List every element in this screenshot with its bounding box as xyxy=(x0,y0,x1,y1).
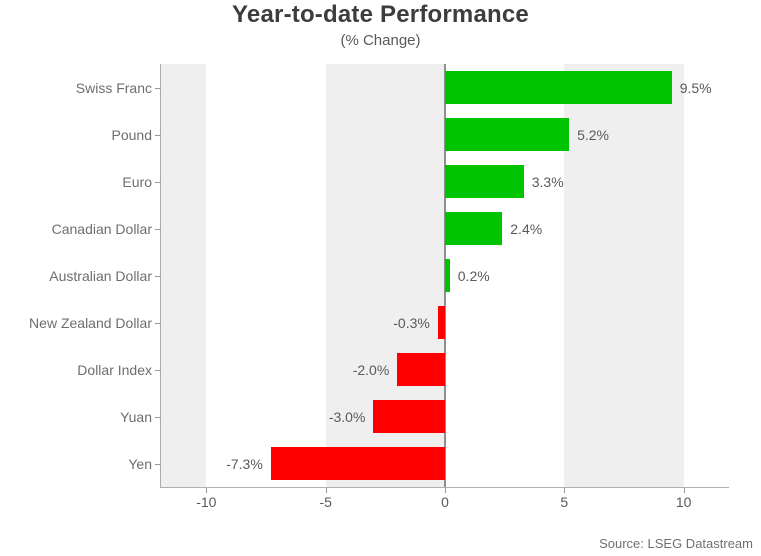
category-label: Pound xyxy=(111,126,152,143)
x-axis-tick xyxy=(325,488,327,493)
background-stripe xyxy=(564,64,684,487)
bar-new-zealand-dollar xyxy=(437,306,445,339)
y-axis-tick xyxy=(155,134,161,136)
y-axis-tick xyxy=(155,181,161,183)
x-axis-tick-label: 5 xyxy=(560,494,569,510)
value-label: -7.3% xyxy=(226,455,263,472)
value-label: 9.5% xyxy=(679,79,712,96)
x-axis-tick xyxy=(206,488,208,493)
bar-dollar-index xyxy=(397,353,445,386)
plot-area: 9.5% 5.2% 3.3% 2.4% 0.2% -0.3% -2.0% -3.0% -7.3% xyxy=(160,64,729,488)
category-label: Australian Dollar xyxy=(49,267,152,284)
chart-subtitle: (% Change) xyxy=(340,32,421,49)
bar-pound xyxy=(445,118,570,151)
value-label: 0.2% xyxy=(457,267,490,284)
y-axis-tick xyxy=(155,322,161,324)
y-axis-tick xyxy=(155,463,161,465)
x-axis-tick-label: 10 xyxy=(675,494,692,510)
category-label: Euro xyxy=(122,173,152,190)
x-axis-tick-label: 0 xyxy=(441,494,449,510)
category-label: Yen xyxy=(128,455,152,472)
y-axis-tick xyxy=(155,416,161,418)
y-axis-tick xyxy=(155,87,161,89)
bar-swiss-franc xyxy=(445,71,672,104)
value-label: 2.4% xyxy=(510,220,543,237)
bar-yuan xyxy=(373,400,445,433)
value-label: 5.2% xyxy=(577,126,610,143)
y-axis-tick xyxy=(155,275,161,277)
y-axis-tick xyxy=(155,228,161,230)
value-label: -2.0% xyxy=(352,361,390,378)
value-label: -3.0% xyxy=(328,408,366,425)
x-axis-tick xyxy=(683,488,685,493)
category-label: Dollar Index xyxy=(77,361,152,378)
x-axis-tick xyxy=(445,488,446,493)
x-axis-tick xyxy=(564,488,566,493)
value-label: -0.3% xyxy=(393,314,430,331)
category-label: Swiss Franc xyxy=(75,79,152,96)
y-axis-tick xyxy=(155,369,161,371)
x-axis-tick-label: -10 xyxy=(196,494,217,510)
category-label: New Zealand Dollar xyxy=(29,314,152,331)
value-label: 3.3% xyxy=(531,173,564,190)
category-label: Yuan xyxy=(120,408,152,425)
bar-euro xyxy=(445,165,524,198)
x-axis-tick-label: -5 xyxy=(319,494,332,510)
source-credit: Source: LSEG Datastream xyxy=(599,536,753,551)
category-label: Canadian Dollar xyxy=(51,220,152,237)
bar-australian-dollar xyxy=(445,259,450,292)
background-stripe xyxy=(161,64,207,487)
chart-title: Year-to-date Performance xyxy=(232,1,529,28)
bar-yen xyxy=(270,447,445,480)
bar-canadian-dollar xyxy=(445,212,503,245)
